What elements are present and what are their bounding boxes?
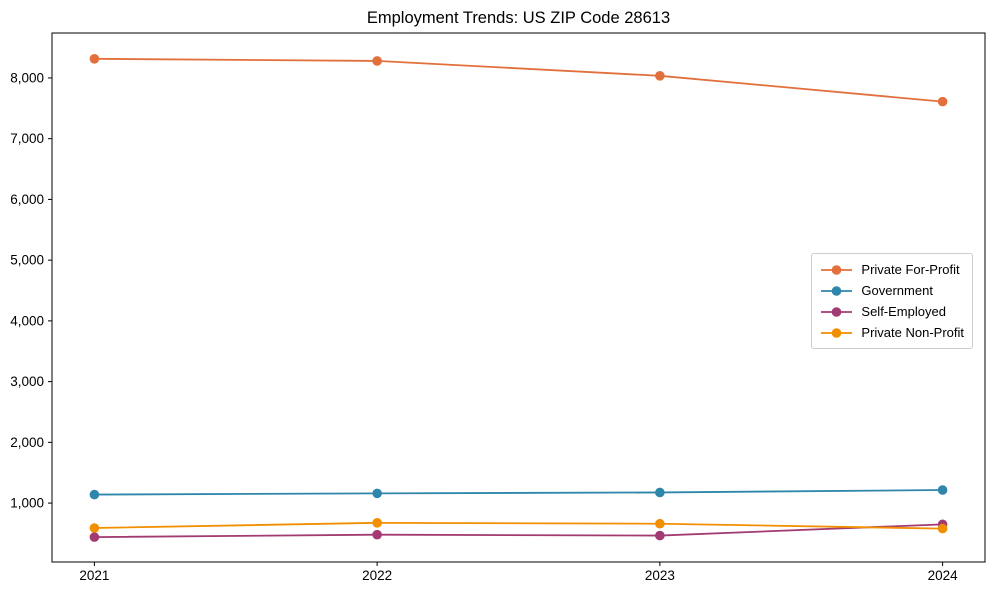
- x-tick-label: 2022: [362, 568, 392, 583]
- series-line-private-for-profit: [94, 57, 943, 103]
- marker-private-non-profit-2021: [89, 523, 100, 533]
- x-tick-label: 2021: [79, 568, 109, 583]
- axes-frame: [51, 32, 986, 563]
- legend-line-marker-icon: [821, 285, 853, 296]
- legend-item-label: Private For-Profit: [861, 262, 960, 277]
- y-tick-label: 5,000: [10, 253, 44, 268]
- legend-item-private-non-profit: Private Non-Profit: [820, 322, 964, 343]
- y-tick-label: 4,000: [10, 313, 44, 328]
- y-tick-label: 1,000: [10, 496, 44, 511]
- legend-item-label: Self-Employed: [861, 304, 946, 319]
- marker-government-2023: [655, 487, 665, 498]
- series-line-self-employed: [94, 523, 943, 538]
- legend-line-marker-icon: [821, 327, 853, 338]
- marker-self-employed-2023: [655, 530, 665, 541]
- marker-self-employed-2021: [89, 532, 100, 542]
- marker-private-for-profit-2022: [372, 56, 382, 66]
- marker-government-2024: [937, 485, 948, 495]
- legend-item-private-for-profit: Private For-Profit: [820, 259, 964, 280]
- marker-self-employed-2022: [372, 529, 382, 540]
- x-tick-label: 2024: [928, 568, 959, 583]
- x-tick-label: 2023: [645, 568, 675, 583]
- legend-line-marker-icon: [821, 264, 853, 275]
- series-line-government: [94, 489, 943, 496]
- legend-line-marker-icon: [821, 306, 853, 317]
- legend-item-government: Government: [820, 280, 964, 301]
- marker-private-for-profit-2023: [655, 71, 665, 81]
- y-tick-label: 8,000: [10, 70, 44, 85]
- legend-item-label: Private Non-Profit: [861, 325, 964, 340]
- marker-private-for-profit-2024: [937, 96, 948, 107]
- y-tick-label: 2,000: [10, 435, 44, 450]
- marker-private-non-profit-2022: [372, 518, 382, 528]
- marker-private-non-profit-2023: [655, 518, 665, 529]
- marker-government-2022: [372, 488, 382, 499]
- y-tick-label: 3,000: [10, 374, 44, 389]
- legend: Private For-Profit Government Self-Employe…: [811, 253, 973, 349]
- marker-private-non-profit-2024: [937, 523, 948, 534]
- legend-item-self-employed: Self-Employed: [820, 301, 964, 322]
- marker-government-2021: [89, 489, 100, 500]
- legend-item-label: Government: [861, 283, 933, 298]
- series-line-private-non-profit: [94, 521, 943, 530]
- chart-title: Employment Trends: US ZIP Code 28613: [366, 9, 671, 27]
- y-tick-label: 6,000: [10, 192, 44, 207]
- y-tick-label: 7,000: [10, 131, 44, 146]
- marker-private-for-profit-2021: [89, 54, 100, 64]
